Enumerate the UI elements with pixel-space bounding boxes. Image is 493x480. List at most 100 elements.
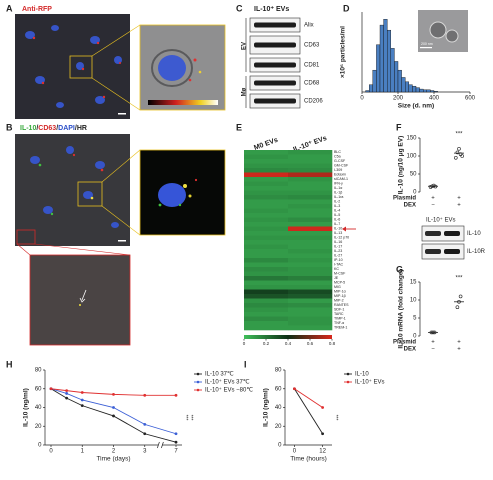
band: [444, 231, 460, 236]
bar: [426, 89, 431, 93]
row-label: MIG: [334, 285, 341, 289]
y-axis-label: IL-10 (ng/ml): [263, 388, 270, 427]
row-label: M-CSF: [334, 272, 346, 276]
significance: ***: [455, 276, 463, 282]
point: [321, 432, 324, 436]
heat-cell: [244, 217, 289, 223]
heat-cell: [288, 181, 333, 187]
row-label: IL-4: [334, 209, 340, 213]
heat-cell: [244, 177, 289, 182]
heat-cell: [288, 298, 333, 304]
row-label: TNF-α: [334, 321, 344, 325]
band-label: Alix: [304, 23, 314, 29]
series-line: [294, 388, 323, 434]
band: [254, 22, 296, 28]
colorbar-label: 0.6: [307, 341, 314, 346]
significance: ***: [455, 132, 463, 138]
significance: ***: [183, 415, 189, 421]
row-label: IL-12 p70: [334, 236, 349, 240]
row-label: TARC: [334, 312, 344, 316]
heat-cell: [288, 172, 333, 178]
legend-marker: [196, 388, 200, 392]
condition-mark: −: [431, 347, 435, 353]
y-tick-label: 80: [275, 368, 282, 374]
heat-cell: [244, 199, 289, 205]
blot-box: [421, 243, 465, 260]
colorbar-label: 0: [243, 341, 246, 346]
row-label: IL-13: [334, 231, 342, 235]
panel-letter: H: [6, 359, 13, 369]
row-label: IL-5: [334, 213, 340, 217]
band: [254, 62, 296, 68]
heat-cell: [244, 262, 289, 268]
bar: [415, 87, 420, 93]
row-label: IFN-γ: [334, 182, 343, 186]
heat-cell: [244, 267, 289, 272]
heat-cell: [244, 298, 289, 304]
row-label: Eotaxin: [334, 173, 346, 177]
colorbar-label: 0.2: [263, 341, 270, 346]
heat-cell: [288, 217, 333, 223]
heat-cell: [288, 168, 333, 173]
heat-cell: [244, 172, 289, 178]
axis-break: [157, 441, 160, 449]
x-tick-label: 3: [143, 449, 147, 455]
heat-cell: [288, 262, 333, 268]
title-part: CD63: [38, 125, 56, 132]
y-axis-label: ×10⁶ particles/ml: [340, 26, 347, 78]
x-tick-label: 200: [393, 96, 404, 102]
row-label: KC: [334, 267, 339, 271]
bar: [433, 91, 438, 93]
x-tick-label: 600: [465, 96, 476, 102]
condition-mark: +: [457, 203, 461, 209]
x-tick-label: 2: [112, 449, 116, 455]
row-label: IL-23: [334, 249, 342, 253]
condition-mark: +: [457, 196, 461, 202]
point: [80, 398, 84, 402]
heat-cell: [244, 249, 289, 254]
row-label: JE: [334, 276, 339, 280]
bar: [394, 61, 399, 93]
point: [143, 432, 147, 436]
title-part: /: [36, 125, 38, 132]
point: [112, 406, 115, 409]
title-part: IL-10: [20, 125, 36, 132]
row-label: IL-3: [334, 204, 340, 208]
legend-label: IL-10: [355, 372, 369, 378]
band-label: CD68: [304, 81, 320, 87]
heat-cell: [244, 280, 289, 286]
dot: [455, 305, 460, 310]
title-part: DAPI: [58, 125, 75, 132]
panel-letter: C: [236, 3, 243, 13]
bar: [369, 84, 374, 93]
heat-cell: [288, 307, 333, 313]
heat-cell: [288, 177, 333, 182]
panel-title: Anti-RFP: [22, 6, 52, 13]
heat-cell: [244, 253, 289, 259]
bar: [376, 44, 381, 93]
dot: [455, 150, 460, 155]
bar: [372, 69, 377, 93]
heat-cell: [288, 208, 333, 214]
heat-cell: [244, 186, 289, 191]
y-tick-label: 0: [38, 443, 42, 449]
heat-cell: [244, 244, 289, 250]
heat-cell: [244, 289, 289, 295]
band: [444, 249, 460, 254]
condition-mark: +: [431, 340, 435, 346]
heat-cell: [288, 294, 333, 299]
y-tick-label: 100: [406, 154, 417, 160]
legend-label: IL-10⁺ EVs 37℃: [205, 379, 250, 386]
row-label: MIP-1β: [334, 294, 346, 298]
heat-cell: [288, 289, 333, 295]
axis-break: [161, 441, 164, 449]
bar: [412, 85, 417, 93]
row-label: MCP-5: [334, 281, 345, 285]
y-tick-label: 20: [35, 424, 42, 430]
heat-cell: [244, 303, 289, 308]
heat-cell: [244, 231, 289, 236]
heat-cell: [244, 195, 289, 200]
heat-cell: [288, 316, 333, 322]
x-tick-label: 7: [174, 449, 178, 455]
heat-cell: [288, 190, 333, 196]
